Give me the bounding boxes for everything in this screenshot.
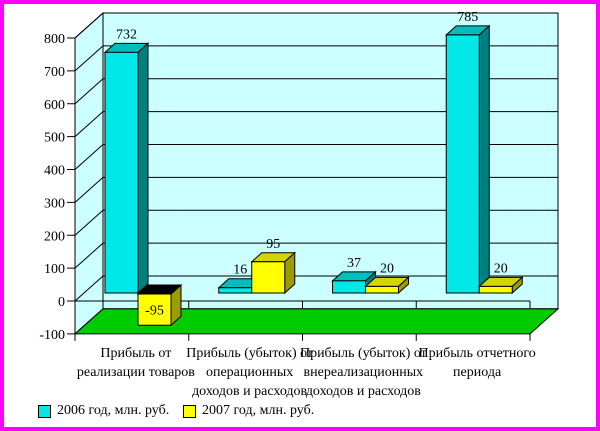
legend-swatch-2007 [183, 404, 196, 418]
bar-front [478, 285, 513, 294]
side-wall [74, 11, 104, 335]
bar-front [332, 280, 366, 294]
floor [73, 308, 560, 335]
value-label: -95 [145, 304, 164, 319]
category-label: Прибыль (убыток) от внереализационных дохо… [300, 346, 427, 399]
value-label: 20 [380, 261, 394, 276]
bar-side [137, 42, 149, 295]
legend-item-2006: 2006 год, млн. руб. [38, 403, 169, 419]
legend-label-2007: 2007 год, млн. руб. [202, 403, 315, 418]
value-label: 16 [233, 263, 247, 278]
bar-front [104, 51, 139, 294]
side-wall-gridline [74, 275, 104, 302]
value-label: 20 [494, 261, 508, 276]
bar-side [478, 24, 490, 295]
y-axis-label: 600 [44, 98, 65, 113]
side-wall-gridline [74, 111, 104, 137]
value-label: 732 [116, 27, 137, 42]
value-label: 37 [347, 256, 361, 271]
side-wall-gridline [74, 242, 104, 269]
bar-front [218, 287, 253, 294]
bar-front [445, 34, 480, 294]
side-wall-gridline [74, 209, 104, 236]
side-wall-gridline [74, 45, 104, 72]
legend-item-2007: 2007 год, млн. руб. [183, 403, 314, 419]
bar-front [365, 285, 399, 294]
legend-label-2006: 2006 год, млн. руб. [57, 403, 170, 418]
side-wall-gridline [74, 12, 104, 39]
legend-swatch-2006 [38, 404, 51, 418]
category-label: Прибыль (убыток) от операционных доходов и… [186, 346, 313, 399]
y-axis-label: 800 [44, 32, 65, 47]
side-wall-gridline [74, 78, 104, 105]
y-axis-label: 0 [58, 295, 65, 310]
y-axis-label: 500 [44, 131, 65, 146]
value-label: 785 [457, 10, 478, 25]
y-axis-label: -100 [39, 328, 65, 343]
bar-front [137, 293, 172, 326]
legend: 2006 год, млн. руб. 2007 год, млн. руб. [0, 403, 600, 423]
y-axis-label: 100 [44, 262, 65, 277]
category-label: Прибыль отчетного периода [419, 346, 536, 380]
y-axis-label: 400 [44, 164, 65, 179]
y-axis-label: 700 [44, 65, 65, 80]
bar-front [251, 261, 286, 294]
y-axis-label: 300 [44, 196, 65, 211]
category-label: Прибыль от реализации товаров [77, 346, 195, 380]
y-axis-label: 200 [44, 229, 65, 244]
side-wall-gridline [74, 177, 104, 203]
value-label: 95 [266, 237, 280, 252]
side-wall-gridline [74, 144, 104, 170]
